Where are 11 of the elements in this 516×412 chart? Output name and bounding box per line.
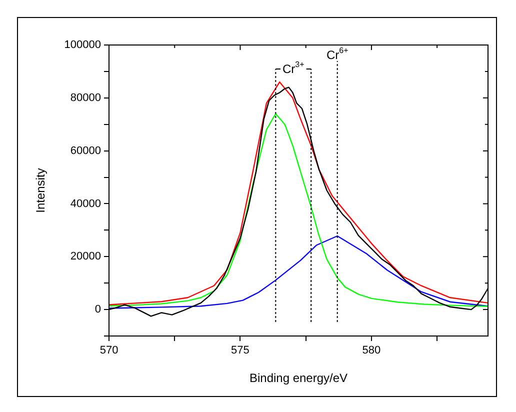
y-tick-label: 60000	[70, 144, 101, 157]
x-axis-title: Binding energy/eV	[249, 371, 348, 386]
x-tick-label: 580	[362, 344, 381, 357]
y-tick-label: 40000	[70, 198, 101, 210]
y-tick-label: 0	[94, 304, 101, 316]
x-tick-label: 570	[100, 344, 118, 357]
y-tick-label: 100000	[64, 39, 101, 52]
y-tick-label: 20000	[70, 250, 101, 263]
y-tick-label: 80000	[70, 92, 101, 104]
y-axis-title: Intensity	[34, 168, 48, 213]
x-tick-label: 575	[231, 344, 250, 357]
